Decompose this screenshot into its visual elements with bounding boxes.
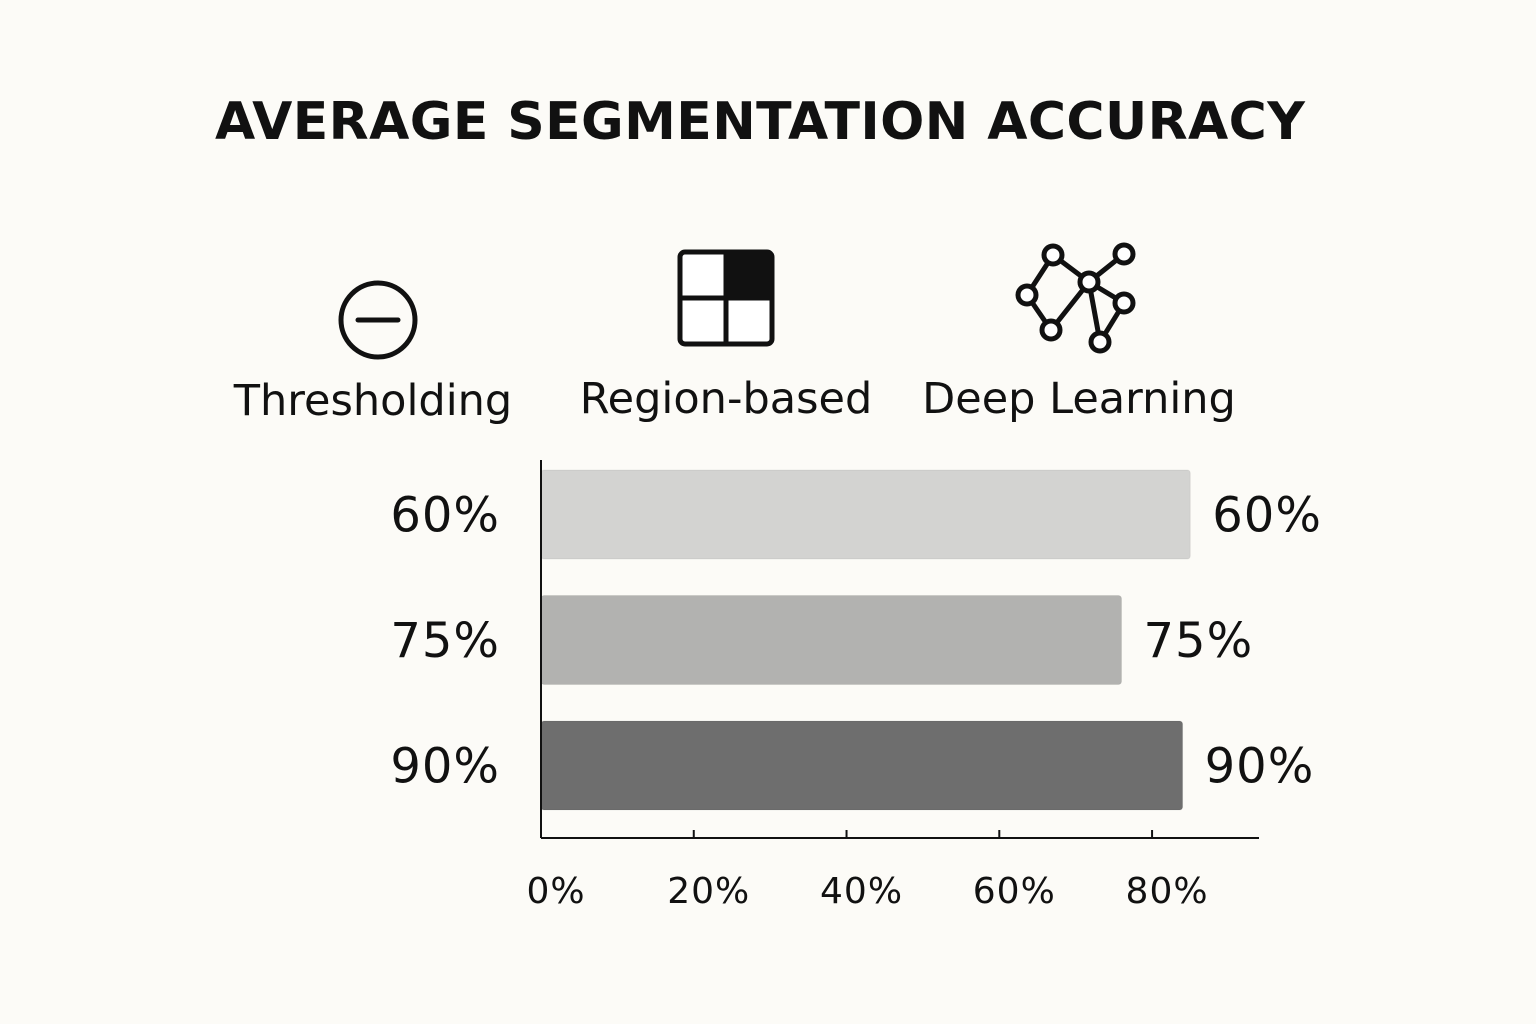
- data-label: 90%: [1205, 739, 1315, 795]
- row-label: 90%: [390, 739, 500, 795]
- chart-title: AVERAGE SEGMENTATION ACCURACY: [215, 92, 1306, 152]
- x-tick-label: 40%: [820, 871, 903, 912]
- x-tick-label: 20%: [667, 871, 750, 912]
- row-label: 60%: [390, 488, 500, 544]
- x-tick-label: 60%: [973, 871, 1056, 912]
- bar: [540, 720, 1184, 811]
- x-tick-label: 0%: [526, 871, 585, 912]
- x-tick-label: 80%: [1126, 871, 1209, 912]
- row-label: 75%: [390, 613, 500, 669]
- method-label-thresholding: Thresholding: [233, 376, 513, 426]
- method-label-region-based: Region-based: [579, 374, 873, 424]
- grid-quadrant-icon: [677, 249, 775, 347]
- neural-network-icon: [1015, 242, 1136, 354]
- data-label: 60%: [1212, 488, 1322, 544]
- bar: [540, 469, 1191, 560]
- method-label-deep-learning: Deep Learning: [922, 374, 1236, 424]
- data-label: 75%: [1144, 613, 1254, 669]
- circle-minus-icon: [338, 280, 418, 360]
- bar: [540, 595, 1123, 685]
